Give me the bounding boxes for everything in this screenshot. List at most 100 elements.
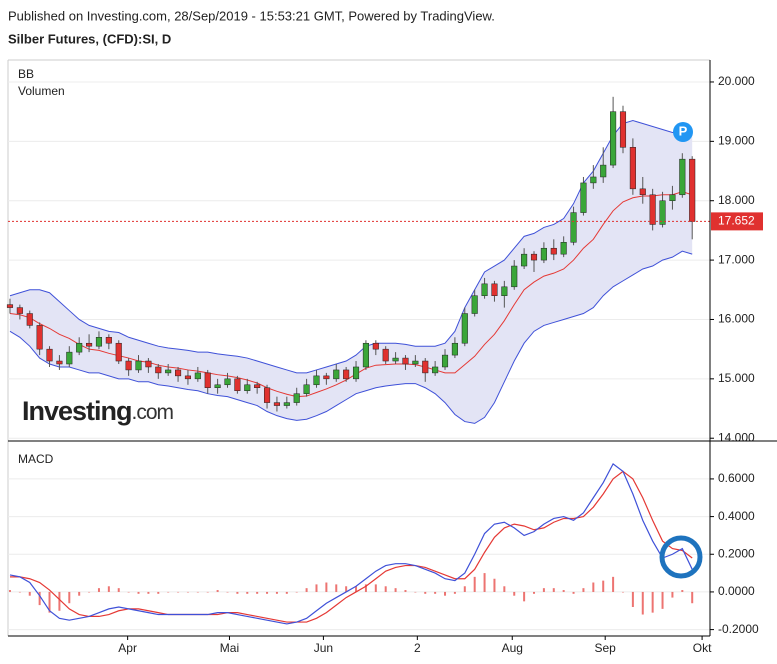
- last-price-label: 17.652: [718, 214, 755, 228]
- candle-body: [224, 378, 231, 386]
- y-tick-label: 0.6000: [718, 471, 755, 485]
- histogram-bar: [483, 573, 486, 592]
- y-tick-label: 20.000: [718, 74, 755, 88]
- candle-body: [16, 307, 23, 314]
- candle-body: [56, 360, 63, 365]
- histogram-bar: [592, 582, 595, 592]
- histogram-bar: [384, 586, 387, 592]
- candle-body: [204, 372, 211, 388]
- histogram-bar: [38, 591, 41, 606]
- y-tick-label: -0.2000: [718, 622, 759, 636]
- band-upper: [9, 120, 693, 374]
- candle-body: [184, 375, 191, 380]
- candle-body: [570, 212, 577, 243]
- histogram-bar: [127, 591, 130, 593]
- histogram-bar: [691, 591, 694, 604]
- histogram-bar: [612, 576, 615, 592]
- candle-body: [125, 360, 132, 371]
- histogram-bar: [424, 591, 427, 594]
- x-tick-label: Okt: [693, 641, 712, 655]
- histogram-bar: [305, 588, 308, 592]
- histogram-bar: [453, 591, 456, 594]
- candle-body: [283, 402, 290, 406]
- signal-line: [9, 470, 693, 623]
- candle-body: [372, 342, 379, 350]
- histogram-bar: [137, 591, 140, 594]
- histogram-bar: [631, 591, 634, 607]
- histogram-bar: [335, 584, 338, 592]
- histogram-bar: [275, 591, 278, 594]
- published-note: Published on Investing.com, 28/Sep/2019 …: [8, 8, 495, 23]
- histogram-bar: [196, 591, 199, 593]
- candle-body: [639, 188, 646, 196]
- candle-body: [511, 265, 518, 288]
- candle-body: [46, 348, 53, 362]
- histogram-bar: [503, 586, 506, 592]
- histogram-bar: [206, 591, 209, 593]
- histogram-bar: [117, 588, 120, 592]
- histogram-bar: [246, 591, 249, 594]
- candle-body: [165, 369, 172, 374]
- histogram-bar: [473, 576, 476, 592]
- histogram-bar: [48, 591, 51, 613]
- y-tick-label: 15.000: [718, 371, 755, 385]
- histogram-bar: [216, 590, 219, 592]
- candle-body: [501, 286, 508, 296]
- candle-body: [293, 393, 300, 403]
- plot-layer: 14.00015.00016.00017.00018.00019.00020.0…: [6, 74, 763, 655]
- candle-body: [303, 384, 310, 394]
- candle-body: [145, 360, 152, 368]
- candle-body: [580, 182, 587, 213]
- candle-body: [66, 351, 73, 365]
- candle-body: [402, 357, 409, 365]
- histogram-bar: [572, 591, 575, 594]
- histogram-bar: [18, 591, 21, 593]
- histogram-bar: [78, 591, 81, 596]
- candle-body: [530, 253, 538, 261]
- histogram-bar: [364, 584, 367, 592]
- x-tick-label: Apr: [118, 641, 137, 655]
- candle-body: [590, 176, 597, 184]
- candle-body: [343, 369, 350, 380]
- histogram-bar: [325, 582, 328, 592]
- histogram-bar: [414, 591, 417, 593]
- histogram-bar: [8, 590, 11, 592]
- candle-body: [461, 313, 468, 344]
- candle-body: [254, 384, 261, 388]
- candle-body: [560, 242, 567, 255]
- x-tick-label: Mai: [220, 641, 239, 655]
- candle-body: [323, 375, 330, 380]
- band-middle: [9, 191, 693, 398]
- candle-body: [244, 384, 251, 391]
- histogram-bar: [68, 591, 71, 604]
- candle-body: [6, 304, 14, 308]
- histogram-bar: [266, 591, 269, 594]
- y-tick-label: 18.000: [718, 193, 755, 207]
- histogram-bar: [285, 591, 288, 594]
- logo: Investing.com: [22, 396, 174, 426]
- histogram-bar: [236, 591, 239, 594]
- candle-body: [422, 360, 429, 374]
- y-tick-label: 14.000: [718, 430, 755, 444]
- indicator-label: BB: [18, 67, 34, 81]
- candle-body: [36, 325, 43, 350]
- candle-body: [155, 366, 162, 374]
- candle-body: [362, 342, 369, 368]
- histogram-bar: [147, 591, 150, 594]
- candle-body: [86, 342, 93, 347]
- histogram-bar: [434, 591, 437, 594]
- histogram-bar: [444, 591, 447, 596]
- histogram-bar: [394, 588, 397, 592]
- candle-body: [412, 360, 419, 365]
- badge: [673, 122, 693, 142]
- candle-body: [441, 354, 449, 368]
- histogram-bar: [28, 591, 31, 596]
- candle-body: [550, 247, 557, 255]
- histogram-bar: [651, 591, 654, 613]
- histogram-bar: [641, 591, 644, 615]
- candle-body: [115, 342, 122, 362]
- histogram-bar: [523, 591, 526, 602]
- histogram-bar: [186, 591, 189, 593]
